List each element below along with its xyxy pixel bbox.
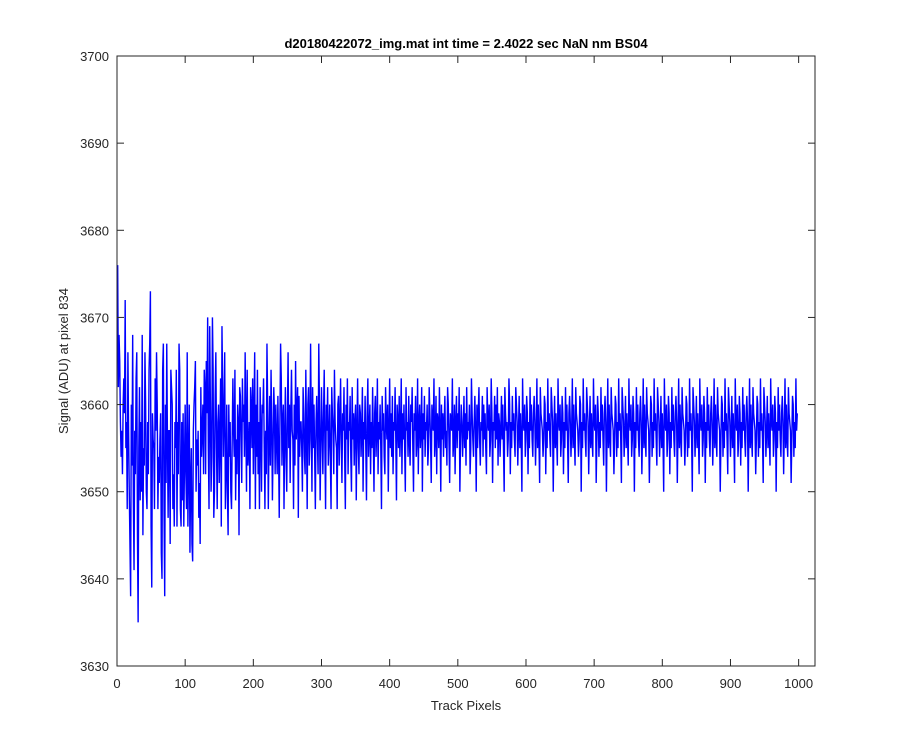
y-tick-label: 3640 bbox=[80, 572, 109, 587]
x-tick-label: 300 bbox=[311, 676, 333, 691]
y-tick-label: 3660 bbox=[80, 398, 109, 413]
plot-area bbox=[117, 56, 815, 666]
y-tick-label: 3650 bbox=[80, 485, 109, 500]
x-tick-label: 400 bbox=[379, 676, 401, 691]
x-axis-label: Track Pixels bbox=[431, 698, 502, 713]
y-tick-label: 3680 bbox=[80, 223, 109, 238]
chart-title: d20180422072_img.mat int time = 2.4022 s… bbox=[284, 36, 648, 51]
x-tick-label: 0 bbox=[113, 676, 120, 691]
y-tick-label: 3670 bbox=[80, 310, 109, 325]
x-tick-label: 800 bbox=[651, 676, 673, 691]
x-tick-label: 100 bbox=[174, 676, 196, 691]
x-tick-label: 1000 bbox=[784, 676, 813, 691]
x-tick-label: 900 bbox=[720, 676, 742, 691]
series-line-0 bbox=[116, 265, 798, 623]
axes-layer: 0 100 200 300 400 500 600 700 800 900 1000 3630 3640… bbox=[80, 49, 816, 691]
x-tick-label: 600 bbox=[515, 676, 537, 691]
y-tick-label: 3690 bbox=[80, 136, 109, 151]
y-tick-label: 3700 bbox=[80, 49, 109, 64]
y-tick-label: 3630 bbox=[80, 659, 109, 674]
series-layer bbox=[116, 265, 798, 623]
x-tick-label: 700 bbox=[583, 676, 605, 691]
x-tick-label: 200 bbox=[242, 676, 264, 691]
x-tick-label: 500 bbox=[447, 676, 469, 691]
axes-frame bbox=[116, 55, 816, 667]
y-axis-label: Signal (ADU) at pixel 834 bbox=[56, 288, 71, 434]
